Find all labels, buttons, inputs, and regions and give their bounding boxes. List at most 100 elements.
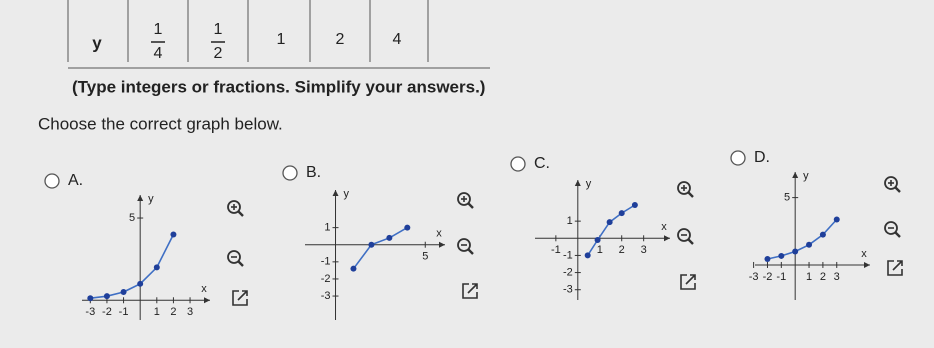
fraction-denominator: 2	[214, 45, 223, 62]
icon-shape	[462, 283, 478, 299]
icon-shape	[677, 228, 691, 242]
graph: x y 5 1 -1 -2 -3	[305, 188, 445, 320]
curve	[90, 234, 175, 299]
icon-shape	[687, 191, 694, 198]
y-tick-label: -2	[321, 273, 331, 285]
x-tick-label: 3	[834, 271, 840, 283]
table-cell: 4	[393, 31, 402, 48]
point	[386, 234, 393, 241]
icon-shape	[680, 274, 696, 290]
point	[404, 224, 411, 231]
icon-shape	[457, 192, 471, 206]
y-axis-label: y	[803, 170, 809, 182]
x-tick-label: -2	[763, 271, 773, 283]
y-tick-label: -1	[563, 249, 573, 261]
point	[764, 256, 771, 263]
x-tick-label: 2	[619, 244, 625, 256]
point	[170, 231, 177, 238]
graph: xy-1 1 2 31-1-2-3	[535, 178, 670, 300]
curve	[352, 226, 408, 270]
option-label: B.	[306, 164, 321, 181]
icon-open-external[interactable]	[232, 290, 248, 306]
icon-zoom-in[interactable]	[457, 192, 474, 209]
icon-shape	[227, 250, 241, 264]
icon-open-external[interactable]	[462, 283, 478, 299]
axis-arrow	[792, 172, 870, 268]
value-table: y	[67, 0, 490, 69]
table-cell: 2	[336, 31, 345, 48]
point	[584, 252, 591, 259]
option-label: D.	[754, 149, 770, 166]
option-label: A.	[68, 172, 83, 189]
option-label: C.	[534, 155, 550, 172]
x-tick-label: -1	[551, 244, 561, 256]
icon-shape	[894, 186, 901, 193]
point	[792, 248, 799, 255]
icon-zoom-in[interactable]	[227, 200, 244, 217]
icon-zoom-out[interactable]	[227, 250, 244, 267]
point	[819, 231, 826, 238]
x-tick-label: 2	[170, 306, 176, 318]
curve	[767, 218, 838, 260]
axis-arrow	[137, 195, 210, 304]
y-tick-label: 5	[784, 192, 790, 204]
point	[350, 265, 357, 272]
graph: xy-3 -2 -1 1 2 35	[82, 193, 210, 320]
x-tick-label: -2	[102, 306, 112, 318]
x-tick-label: 5	[422, 251, 428, 263]
x-tick-label: -1	[119, 306, 129, 318]
y-axis-label: y	[344, 188, 350, 200]
icon-zoom-out[interactable]	[884, 221, 901, 238]
fraction-numerator: 1	[214, 21, 223, 38]
radio-button[interactable]	[510, 156, 526, 172]
curve	[587, 204, 636, 256]
icon-shape	[467, 283, 478, 294]
point	[833, 216, 840, 223]
radio-button[interactable]	[730, 150, 746, 166]
y-tick-label: 5	[129, 212, 135, 224]
fraction-numerator: 1	[154, 21, 163, 38]
x-tick-label: 1	[154, 306, 160, 318]
icon-shape	[892, 260, 903, 271]
table-cell: 1	[277, 31, 286, 48]
x-tick-label: 3	[641, 244, 647, 256]
point	[606, 219, 613, 226]
y-tick-label: 1	[567, 215, 573, 227]
x-axis-label: x	[201, 283, 207, 295]
point	[137, 280, 144, 287]
icon-shape	[685, 274, 696, 285]
x-axis-label: x	[661, 221, 667, 233]
icon-shape	[884, 176, 898, 190]
graph: xy-3 -2 -1 1 2 35	[749, 170, 870, 300]
icon-shape	[232, 290, 248, 306]
x-tick-label: 3	[187, 306, 193, 318]
point	[153, 264, 160, 271]
point	[778, 252, 785, 259]
x-tick-label: -1	[776, 271, 786, 283]
icon-shape	[457, 238, 471, 252]
y-tick-label: -1	[321, 256, 331, 268]
icon-zoom-out[interactable]	[677, 228, 694, 245]
radio-button[interactable]	[44, 173, 60, 189]
icon-open-external[interactable]	[680, 274, 696, 290]
prompt: Choose the correct graph below.	[38, 114, 283, 133]
x-tick-label: -3	[749, 271, 759, 283]
icon-open-external[interactable]	[887, 260, 903, 276]
icon-shape	[677, 181, 691, 195]
radio-button[interactable]	[282, 165, 298, 181]
icon-shape	[687, 238, 694, 245]
table-header: y	[92, 33, 102, 52]
icon-zoom-out[interactable]	[457, 238, 474, 255]
icon-zoom-in[interactable]	[677, 181, 694, 198]
icon-zoom-in[interactable]	[884, 176, 901, 193]
icon-shape	[467, 202, 474, 209]
y-axis-label: y	[148, 193, 154, 205]
y-tick-label: -3	[563, 284, 573, 296]
icon-shape	[237, 260, 244, 267]
x-tick-label: 1	[597, 244, 603, 256]
icon-shape	[237, 290, 248, 301]
x-tick-label: 2	[820, 271, 826, 283]
icon-shape	[227, 200, 241, 214]
y-tick-label: -2	[563, 266, 573, 278]
